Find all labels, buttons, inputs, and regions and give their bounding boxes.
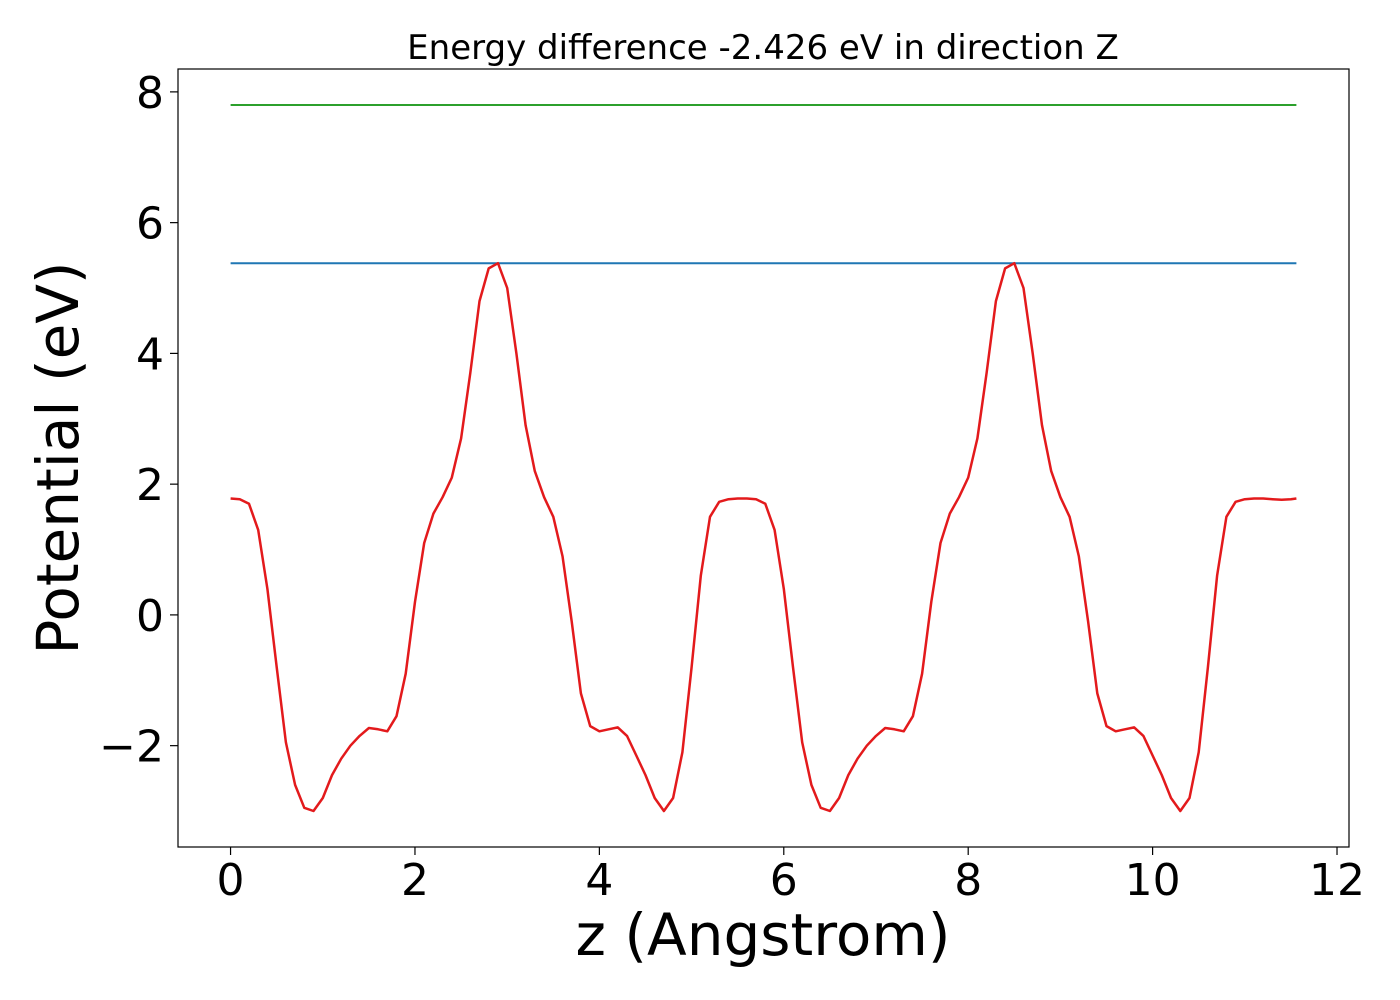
series-layer (230, 104, 1297, 813)
x-tick-label: 2 (401, 855, 429, 906)
y-axis-label: Potential (eV) (24, 261, 92, 654)
x-tick-label: 4 (585, 855, 613, 906)
y-tick-label: −2 (99, 722, 164, 773)
y-tick-label: 4 (136, 329, 164, 380)
x-tick-label: 6 (770, 855, 798, 906)
x-tick-label: 12 (1309, 855, 1365, 906)
y-axis-ticks: −2 0 2 4 6 8 (99, 68, 178, 773)
y-tick-label: 0 (136, 591, 164, 642)
y-tick-label: 2 (136, 460, 164, 511)
y-tick-label: 6 (136, 199, 164, 250)
x-tick-label: 8 (954, 855, 982, 906)
x-tick-label: 10 (1125, 855, 1181, 906)
x-tick-label: 0 (217, 855, 245, 906)
plot-frame (177, 68, 1350, 848)
x-axis-label: z (Angstrom) (576, 901, 951, 969)
y-tick-label: 8 (136, 68, 164, 119)
chart-title: Energy difference -2.426 eV in direction… (407, 28, 1119, 68)
x-axis-ticks: 0 2 4 6 8 10 12 (217, 847, 1365, 906)
series-potential-line (230, 261, 1297, 813)
